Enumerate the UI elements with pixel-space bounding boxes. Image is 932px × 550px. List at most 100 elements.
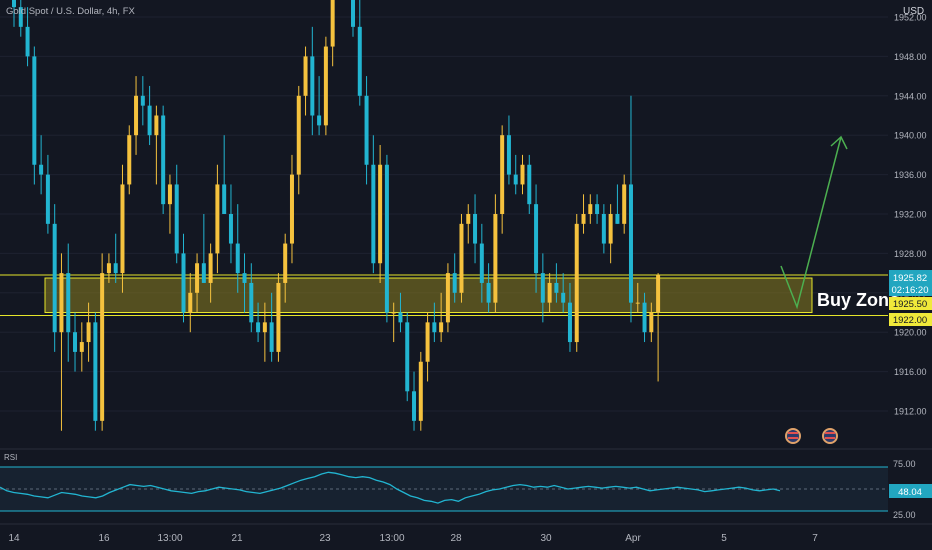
currency-label[interactable]: USD: [903, 6, 924, 17]
candle-body: [486, 282, 491, 303]
price-tick-label: 1948.00: [894, 52, 927, 62]
candle-body: [595, 204, 600, 214]
candle-body: [228, 214, 233, 244]
time-tick-label: 7: [812, 533, 818, 544]
candle-body: [520, 164, 525, 185]
candle-body: [615, 214, 620, 224]
candle-body: [45, 174, 50, 224]
price-tick-label: 1916.00: [894, 367, 927, 377]
price-tick-label: 1928.00: [894, 249, 927, 259]
candle-body: [147, 105, 152, 136]
candle-body: [513, 174, 518, 185]
candle-body: [127, 135, 132, 185]
candlestick-series: [12, 0, 661, 431]
candle-body: [222, 184, 227, 214]
candle-body: [79, 342, 84, 352]
zone-top-badge: [889, 297, 932, 310]
price-tick-label: 1932.00: [894, 210, 927, 220]
time-tick-label: 23: [319, 533, 331, 544]
candle-body: [601, 214, 606, 244]
candle-body: [628, 184, 633, 303]
countdown-text: 02:16:20: [892, 285, 929, 296]
time-tick-label: Apr: [625, 533, 641, 544]
price-tick-label: 1912.00: [894, 407, 927, 417]
candle-body: [371, 164, 376, 264]
candle-body: [195, 263, 200, 293]
candle-body: [554, 282, 559, 293]
candle-body: [73, 332, 78, 352]
current-price-badge: [889, 270, 932, 296]
candle-body: [167, 184, 172, 205]
price-tick-label: 1944.00: [894, 91, 927, 101]
economic-event-us-flag-icon: [785, 428, 801, 444]
candle-body: [66, 273, 71, 333]
time-tick-label: 14: [8, 533, 20, 544]
time-tick-label: 28: [450, 533, 462, 544]
projection-path: [780, 136, 842, 310]
buy-zone-box: [44, 277, 813, 313]
candle-body: [269, 322, 274, 352]
candle-body: [432, 322, 437, 333]
candle-body: [364, 95, 369, 165]
price-axis[interactable]: 1912.001916.001920.001924.001928.001932.…: [894, 13, 927, 417]
zone-top-text: 1925.50: [893, 299, 927, 310]
candle-body: [574, 223, 579, 343]
candle-body: [506, 135, 511, 175]
candle-body: [479, 243, 484, 283]
time-tick-label: 13:00: [379, 533, 404, 544]
candle-body: [398, 312, 403, 323]
rsi-axis: 75.00 25.00 48.04: [889, 459, 932, 520]
zone-bottom-badge: [889, 313, 932, 326]
rsi-label: RSI: [4, 453, 17, 462]
candle-body: [235, 243, 240, 274]
price-tick-label: 1952.00: [894, 13, 927, 23]
rsi-pane: RSI: [0, 453, 888, 512]
candle-body: [642, 302, 647, 333]
candle-body: [540, 273, 545, 303]
candle-body: [113, 263, 118, 274]
candle-body: [39, 164, 44, 175]
candle-body: [649, 312, 654, 333]
time-tick-label: 16: [98, 533, 110, 544]
candle-body: [527, 164, 532, 205]
candle-body: [493, 214, 498, 303]
candle-body: [12, 0, 16, 8]
buy-zone-label: Buy Zone: [817, 290, 899, 310]
candle-body: [357, 26, 362, 96]
candle-body: [405, 322, 410, 392]
chart-title: Gold Spot / U.S. Dollar, 4h, FX: [6, 6, 135, 17]
candle-body: [412, 391, 417, 421]
rsi-upper-level: 75.00: [893, 459, 916, 469]
candle-body: [588, 204, 593, 214]
price-tick-label: 1936.00: [894, 170, 927, 180]
candle-body: [534, 204, 539, 274]
candle-body: [181, 253, 186, 313]
time-tick-label: 5: [721, 533, 727, 544]
candle-body: [59, 273, 64, 333]
rsi-line: [0, 471, 781, 504]
time-axis[interactable]: 14 16 13:00 21 23 13:00 28 30 Apr 5 7: [8, 533, 818, 544]
candle-body: [439, 322, 444, 333]
candle-body: [283, 243, 288, 283]
candle-body: [262, 322, 267, 333]
candle-body: [608, 214, 613, 244]
candle-body: [547, 282, 552, 303]
candle-body: [310, 56, 315, 116]
candle-body: [418, 361, 423, 421]
candle-body: [120, 184, 125, 274]
event-markers[interactable]: [785, 428, 838, 444]
candle-body: [154, 115, 159, 136]
candle-body: [351, 0, 355, 27]
candle-body: [459, 223, 464, 293]
candle-body: [174, 184, 179, 254]
rsi-value-badge: [889, 484, 932, 498]
candle-body: [208, 253, 213, 283]
rsi-value-text: 48.04: [898, 487, 922, 498]
buy-zone: [0, 274, 888, 316]
time-tick-label: 21: [231, 533, 243, 544]
candle-body: [276, 282, 281, 352]
candle-body: [86, 322, 91, 343]
candle-body: [32, 56, 37, 165]
candle-body: [330, 0, 335, 47]
